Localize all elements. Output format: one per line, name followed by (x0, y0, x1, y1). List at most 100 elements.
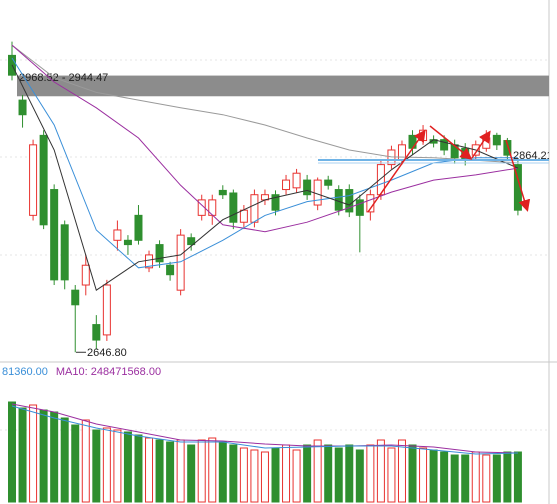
volume-bar (92, 429, 101, 503)
moving-average (11, 44, 518, 233)
volume-bar (513, 451, 522, 503)
volume-bar (292, 449, 301, 503)
candle (29, 139, 38, 221)
volume-bar (134, 434, 143, 503)
candle-body (145, 254, 154, 269)
volume-bar (71, 424, 80, 503)
volume-bar (229, 444, 238, 503)
volume-bar (29, 404, 38, 503)
candle (81, 254, 90, 296)
volume-bar (8, 401, 16, 503)
volume-bar (324, 444, 333, 503)
volume-bar (250, 449, 259, 503)
candle (92, 315, 101, 350)
arrow (471, 130, 491, 159)
volume-bar (218, 441, 227, 503)
volume-bar (440, 451, 449, 503)
volume-bar (282, 444, 291, 503)
volume-average (11, 403, 518, 454)
candle (492, 132, 501, 150)
candle-body (513, 164, 522, 211)
candle (71, 285, 80, 353)
candle-body (218, 189, 227, 196)
candle-body (250, 194, 259, 223)
candle (345, 184, 354, 218)
volume-panel: 81360.00 MA10: 248471568.00 (2, 366, 522, 503)
candle (134, 205, 143, 245)
candle-body (71, 289, 80, 306)
volume-bar (197, 439, 206, 503)
candle (303, 174, 312, 200)
volume-bar (176, 439, 185, 503)
candle-body (18, 99, 27, 116)
volume-bar (123, 431, 132, 503)
candle (197, 194, 206, 221)
candle-body (292, 172, 301, 189)
volume-bar (60, 417, 69, 503)
arrow (429, 125, 473, 160)
volume-bar (81, 419, 90, 503)
grid (0, 59, 549, 431)
candle-body (440, 139, 449, 151)
candle (50, 184, 59, 286)
candle-body (355, 199, 364, 216)
volume-bar (239, 447, 248, 503)
volume-bar (208, 437, 217, 503)
candle-body (113, 229, 122, 241)
candle-body (397, 144, 406, 161)
candle (229, 189, 238, 230)
volume-bar (303, 444, 312, 503)
candle (187, 233, 196, 251)
low-label: 2646.80 (87, 347, 127, 359)
volume-bar (271, 447, 280, 503)
candle-body (345, 189, 354, 213)
volume-bar (102, 427, 111, 503)
candle (440, 135, 449, 156)
volume-bar (355, 449, 364, 503)
candle-body (408, 134, 417, 149)
candle-body (60, 224, 69, 281)
candle-body (229, 192, 238, 223)
candle-body (271, 194, 280, 211)
candle-body (123, 239, 132, 246)
volume-bar (450, 454, 459, 503)
candle (355, 194, 364, 253)
volume-bar (39, 409, 48, 503)
volume-bar (419, 447, 428, 503)
volume-bar (366, 444, 375, 503)
candle-body (419, 129, 428, 142)
candle (282, 174, 291, 195)
candle-body (102, 284, 111, 336)
candle (166, 261, 175, 281)
volume-average (11, 405, 518, 455)
volume-bar (376, 439, 385, 503)
candle-body (303, 179, 312, 196)
candle-body (50, 189, 59, 281)
candle-body (92, 324, 101, 341)
volume-bar (503, 451, 512, 503)
candle-body (29, 144, 38, 216)
candle (292, 168, 301, 193)
volume-bar (313, 439, 322, 503)
candle (155, 240, 164, 268)
candle-body (503, 140, 512, 156)
candle-body (313, 179, 322, 206)
volume-bar (50, 411, 59, 503)
candle-body (134, 214, 143, 241)
volume-bar (334, 447, 343, 503)
volume-bar (260, 451, 269, 503)
volume-label: 81360.00 (2, 366, 48, 378)
candle (123, 235, 132, 255)
arrow (367, 129, 426, 213)
volume-bar (387, 447, 396, 503)
candle (18, 94, 27, 128)
candle (113, 220, 122, 251)
price-band (17, 75, 549, 97)
volume-bar (166, 441, 175, 503)
candle (39, 130, 48, 230)
candle-body (324, 179, 333, 186)
volume-bar (145, 437, 154, 503)
candle (60, 220, 69, 290)
